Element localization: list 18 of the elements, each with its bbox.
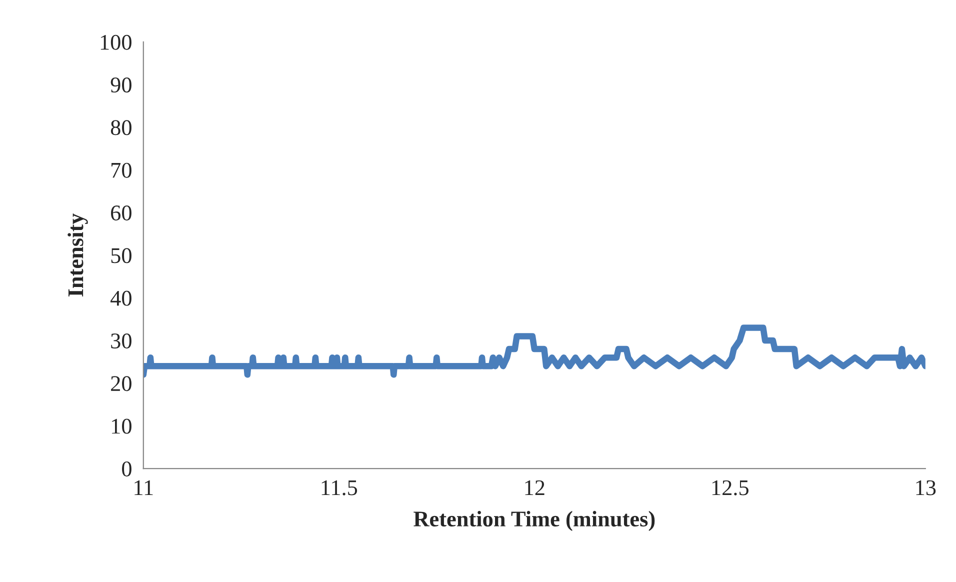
y-tick-label: 80: [110, 120, 132, 136]
y-tick-label: 50: [111, 248, 132, 264]
x-tick-label: 12.5: [712, 480, 748, 496]
y-tick-label: 60: [111, 205, 132, 220]
x-tick-label: 11.5: [322, 480, 358, 496]
y-tick-label: 30: [111, 333, 132, 348]
y-tick-label: 20: [111, 376, 132, 392]
y-tick-label: 40: [110, 290, 132, 306]
y-tick-label: 70: [112, 162, 132, 178]
x-tick-label: 11: [134, 480, 153, 496]
y-axis-title: Intensity: [68, 213, 88, 296]
x-axis-title: Retention Time (minutes): [414, 510, 655, 532]
y-tick-label: 10: [112, 418, 132, 434]
y-tick-label: 0: [122, 461, 132, 476]
x-tick-label: 13: [916, 480, 936, 496]
y-tick-label: 90: [110, 77, 132, 92]
y-tick-label: 100: [100, 34, 132, 50]
x-tick-label: 12: [525, 480, 544, 496]
